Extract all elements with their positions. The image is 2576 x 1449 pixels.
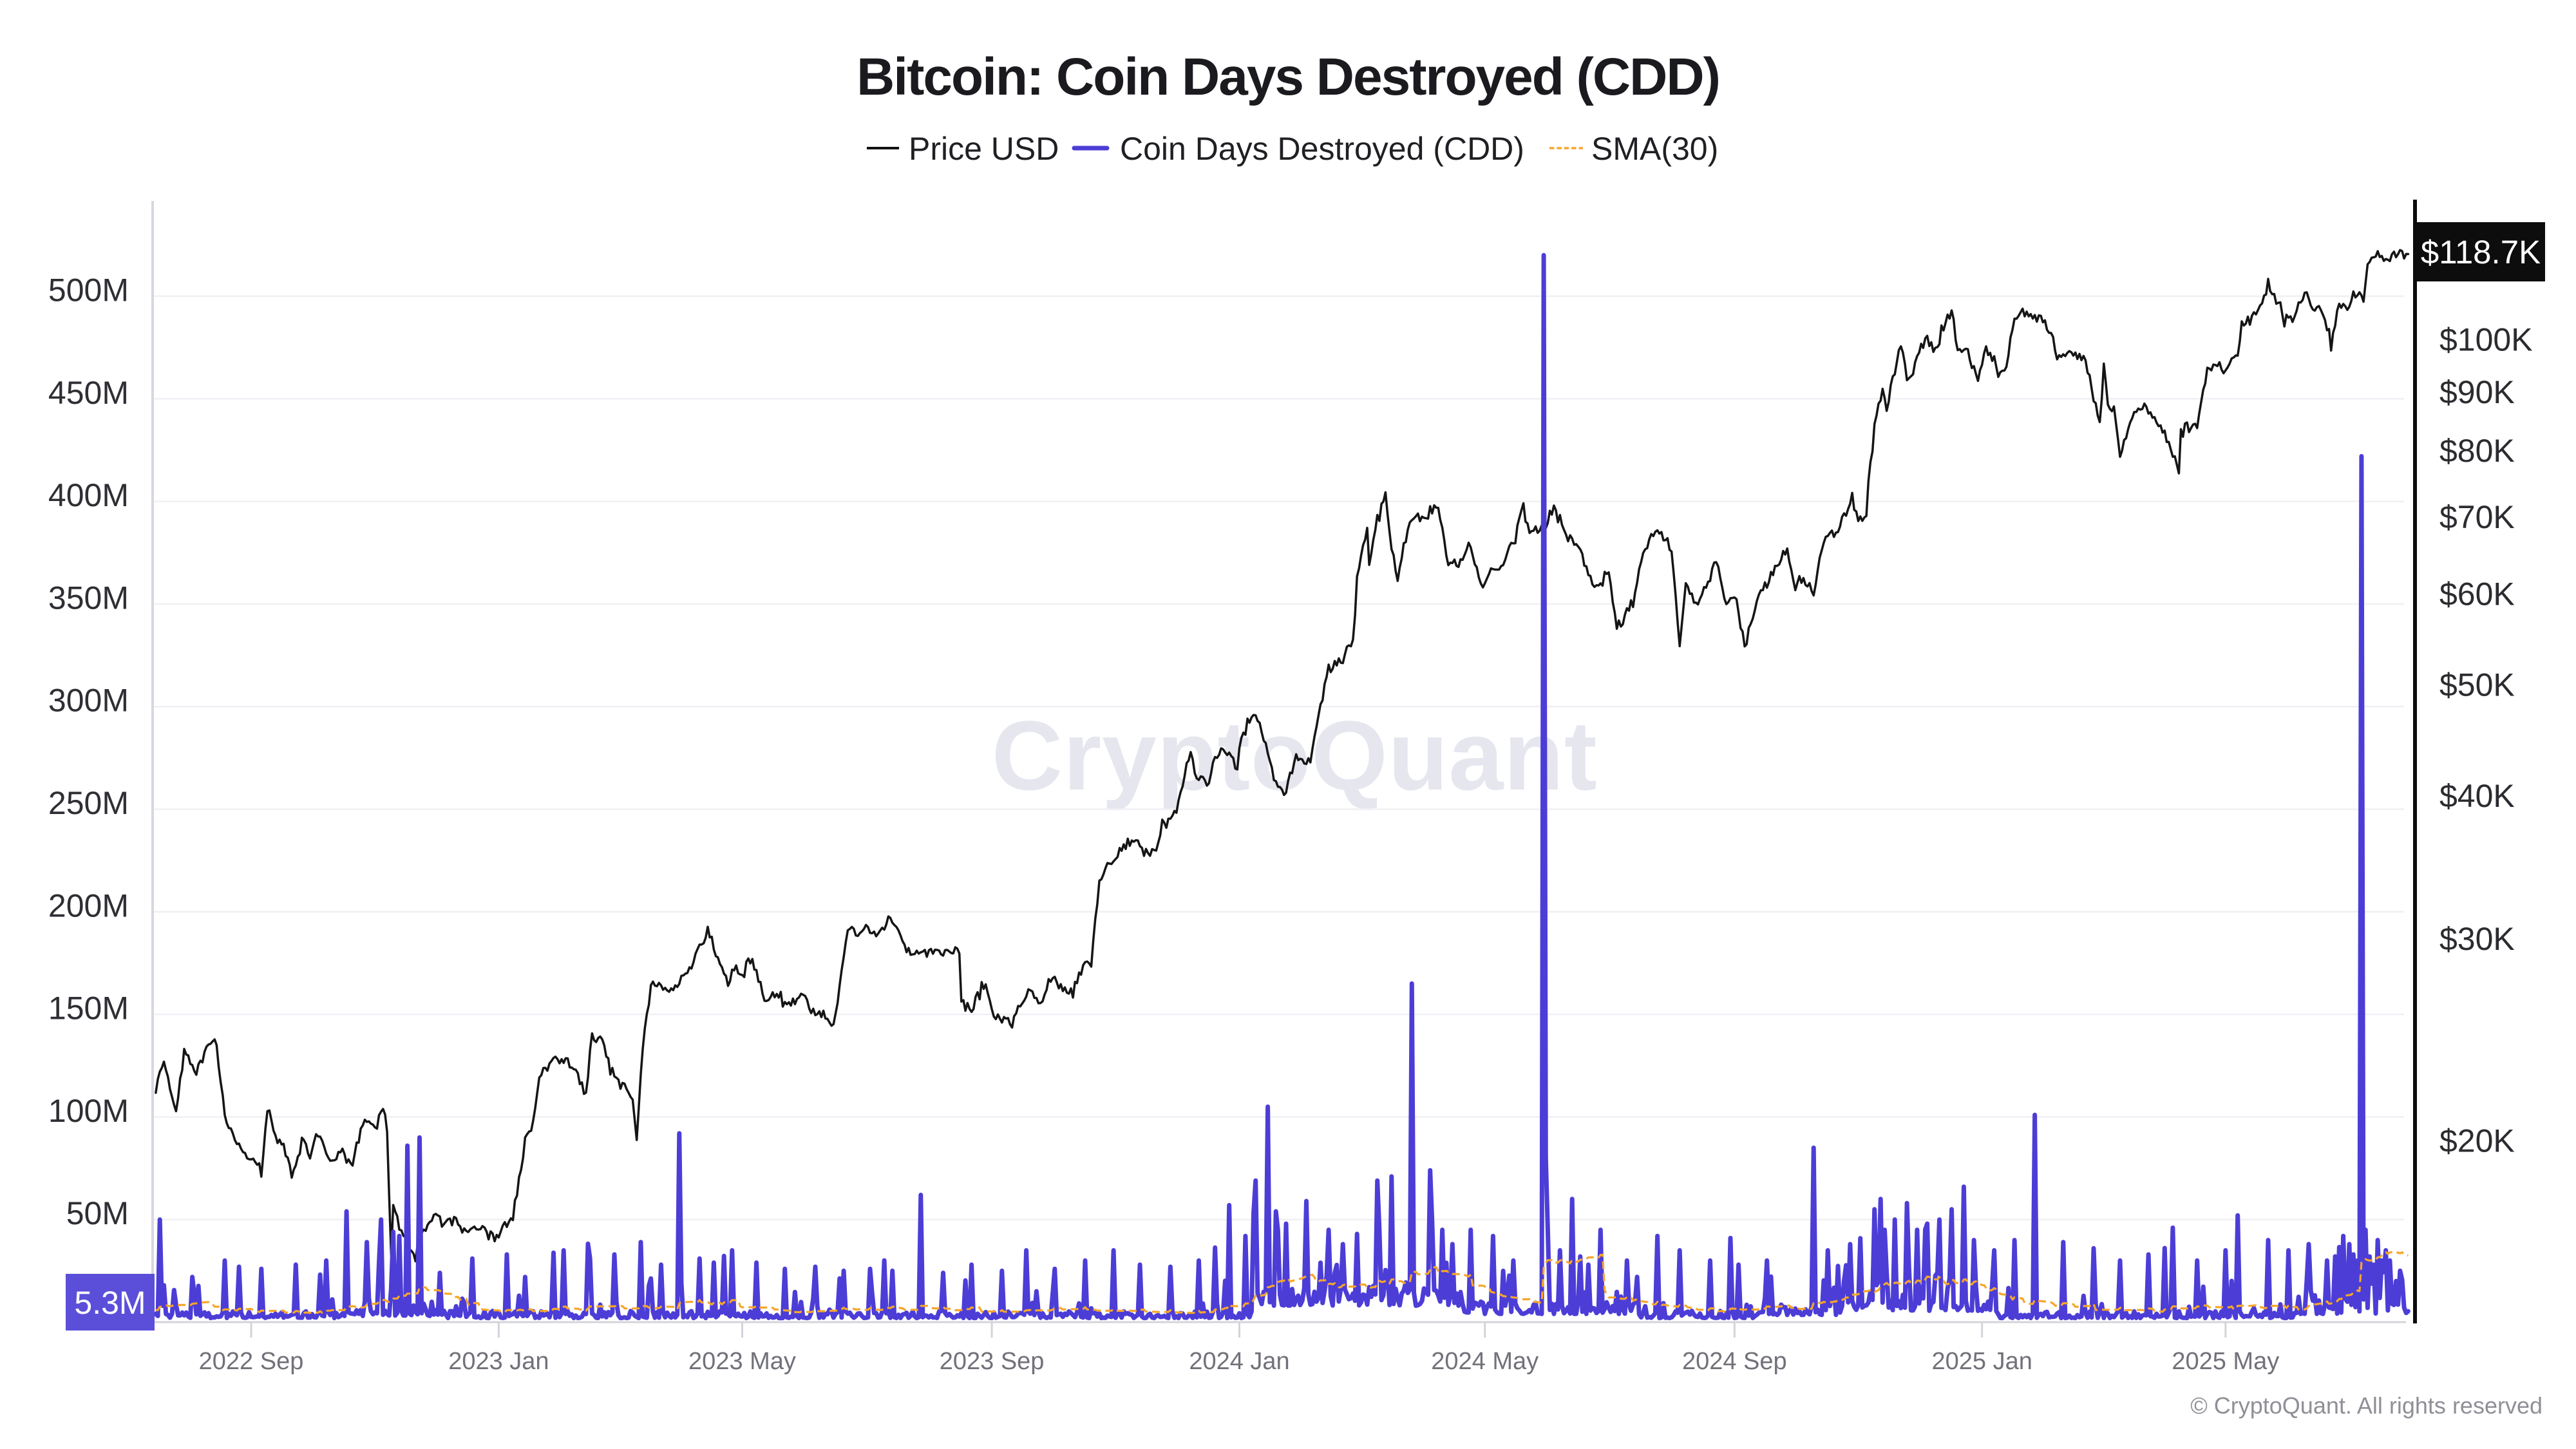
svg-text:250M: 250M (48, 785, 129, 821)
svg-text:CryptoQuant: CryptoQuant (992, 701, 1597, 811)
svg-text:$90K: $90K (2439, 374, 2515, 410)
svg-text:2022 Sep: 2022 Sep (199, 1348, 304, 1375)
svg-text:$60K: $60K (2439, 576, 2515, 612)
svg-text:$30K: $30K (2439, 921, 2515, 957)
svg-text:2023 Jan: 2023 Jan (448, 1348, 549, 1375)
svg-text:2025 May: 2025 May (2172, 1348, 2279, 1375)
svg-text:350M: 350M (48, 580, 129, 616)
svg-text:100M: 100M (48, 1093, 129, 1129)
svg-text:150M: 150M (48, 990, 129, 1027)
svg-text:$50K: $50K (2439, 667, 2515, 703)
svg-text:400M: 400M (48, 477, 129, 513)
svg-text:2024 May: 2024 May (1431, 1348, 1539, 1375)
svg-text:Coin Days Destroyed (CDD): Coin Days Destroyed (CDD) (1120, 131, 1524, 167)
svg-text:$20K: $20K (2439, 1123, 2515, 1159)
svg-text:200M: 200M (48, 887, 129, 923)
svg-text:2023 May: 2023 May (688, 1348, 796, 1375)
svg-text:SMA(30): SMA(30) (1591, 131, 1718, 167)
svg-text:2024 Jan: 2024 Jan (1189, 1348, 1289, 1375)
svg-text:Bitcoin: Coin Days Destroyed (: Bitcoin: Coin Days Destroyed (CDD) (857, 48, 1719, 106)
svg-text:Price USD: Price USD (909, 131, 1059, 167)
svg-text:2025 Jan: 2025 Jan (1932, 1348, 2032, 1375)
svg-text:© CryptoQuant. All rights rese: © CryptoQuant. All rights reserved (2190, 1392, 2543, 1419)
svg-text:$70K: $70K (2439, 499, 2515, 535)
svg-text:2023 Sep: 2023 Sep (940, 1348, 1045, 1375)
svg-text:$40K: $40K (2439, 778, 2515, 814)
svg-text:$118.7K: $118.7K (2421, 234, 2541, 270)
svg-text:300M: 300M (48, 683, 129, 719)
svg-text:50M: 50M (66, 1195, 129, 1231)
svg-text:450M: 450M (48, 375, 129, 411)
svg-text:2024 Sep: 2024 Sep (1682, 1348, 1787, 1375)
svg-text:$100K: $100K (2439, 322, 2533, 358)
svg-text:500M: 500M (48, 272, 129, 308)
svg-text:5.3M: 5.3M (74, 1285, 146, 1321)
svg-text:$80K: $80K (2439, 433, 2515, 469)
